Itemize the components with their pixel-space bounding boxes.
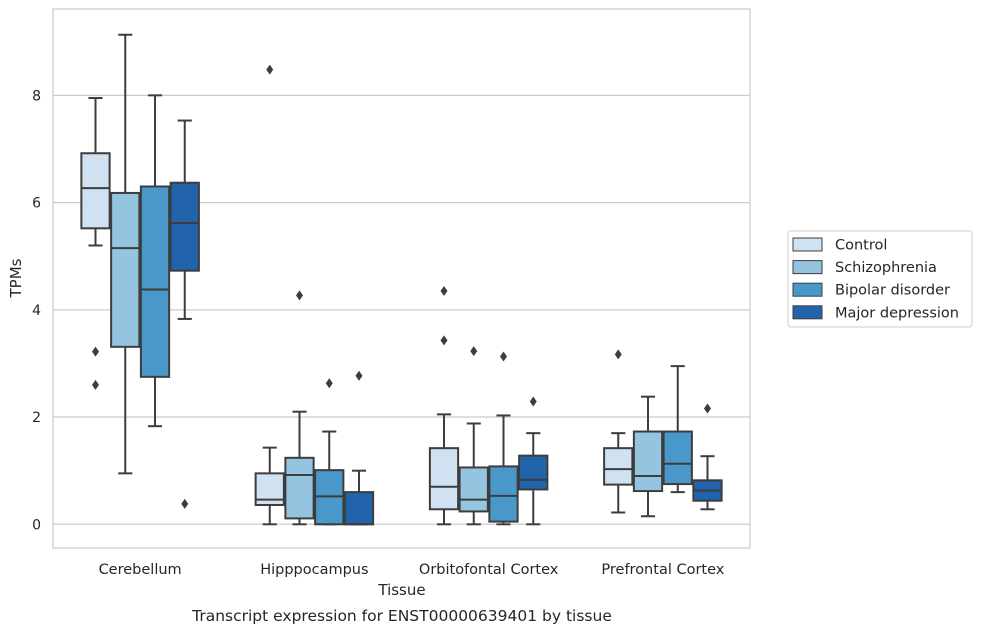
box-iqr <box>169 181 200 272</box>
x-tick-label: Prefrontal Cortex <box>601 562 724 578</box>
legend-label: Control <box>835 238 887 254</box>
box-iqr <box>488 465 519 523</box>
box-plot <box>458 346 489 526</box>
box-iqr <box>284 456 315 520</box>
box-iqr <box>458 466 489 513</box>
x-tick-label: Hipppocampus <box>260 562 368 578</box>
box-plot <box>428 286 460 526</box>
x-axis-ticks: Cerebellum Hipppocampus Orbitofontal Corte… <box>99 562 725 578</box>
box-plot <box>284 290 315 526</box>
legend-swatch <box>792 282 823 297</box>
chart-caption: Transcript expression for ENST0000063940… <box>191 607 612 625</box>
y-axis-ticks: 0 2 4 6 8 <box>32 88 41 533</box>
legend-label: Schizophrenia <box>835 260 937 276</box>
legend-label: Major depression <box>835 305 959 321</box>
box-iqr <box>139 185 171 378</box>
outlier-point <box>92 379 99 390</box>
box-iqr <box>632 430 664 493</box>
box-iqr <box>343 491 375 526</box>
outlier-point <box>181 498 189 509</box>
box-plot <box>488 351 519 526</box>
legend-frame <box>787 230 973 328</box>
box-iqr <box>603 447 634 486</box>
y-tick-label: 4 <box>32 303 41 319</box>
box-iqr <box>110 191 141 348</box>
legend: Control Schizophrenia Bipolar disorder Majo… <box>787 230 973 328</box>
outlier-point <box>440 286 448 297</box>
y-tick-label: 8 <box>32 88 41 104</box>
box-plot <box>632 395 664 518</box>
box-plot <box>110 33 141 475</box>
y-tick-label: 2 <box>32 410 41 426</box>
y-axis-label: TPMs <box>7 258 25 298</box>
legend-swatch <box>792 237 823 252</box>
legend-label: Bipolar disorder <box>835 283 950 299</box>
box-plot <box>692 403 723 511</box>
plot-area-frame <box>52 8 751 549</box>
box-iqr <box>662 430 693 486</box>
outlier-point <box>355 370 363 381</box>
box-iqr <box>518 454 549 491</box>
x-tick-label: Orbitofontal Cortex <box>419 562 559 578</box>
box-plot <box>314 378 345 526</box>
box-plot <box>603 349 634 514</box>
outlier-point <box>500 351 507 362</box>
outlier-point <box>296 290 303 301</box>
box-plot <box>169 119 200 509</box>
box-plot <box>254 64 285 526</box>
box-plot <box>343 370 375 526</box>
outlier-point <box>704 403 711 414</box>
x-axis-label: Tissue <box>377 581 425 599</box>
outlier-point <box>440 335 448 346</box>
outlier-point <box>266 64 274 75</box>
box-iqr <box>80 152 111 230</box>
legend-swatch <box>792 260 823 275</box>
legend-swatch <box>792 305 823 320</box>
box-plot <box>518 396 549 526</box>
outlier-point <box>529 396 537 407</box>
outlier-point <box>614 349 622 360</box>
x-tick-label: Cerebellum <box>99 562 182 578</box>
box-plot <box>139 94 171 428</box>
box-plot <box>662 365 693 494</box>
y-tick-label: 6 <box>32 196 41 212</box>
y-tick-label: 0 <box>32 517 41 533</box>
box-iqr <box>428 447 460 511</box>
box-plots <box>80 33 723 526</box>
box-plot <box>80 97 111 390</box>
outlier-point <box>470 346 478 357</box>
outlier-point <box>92 346 99 357</box>
outlier-point <box>325 378 333 389</box>
